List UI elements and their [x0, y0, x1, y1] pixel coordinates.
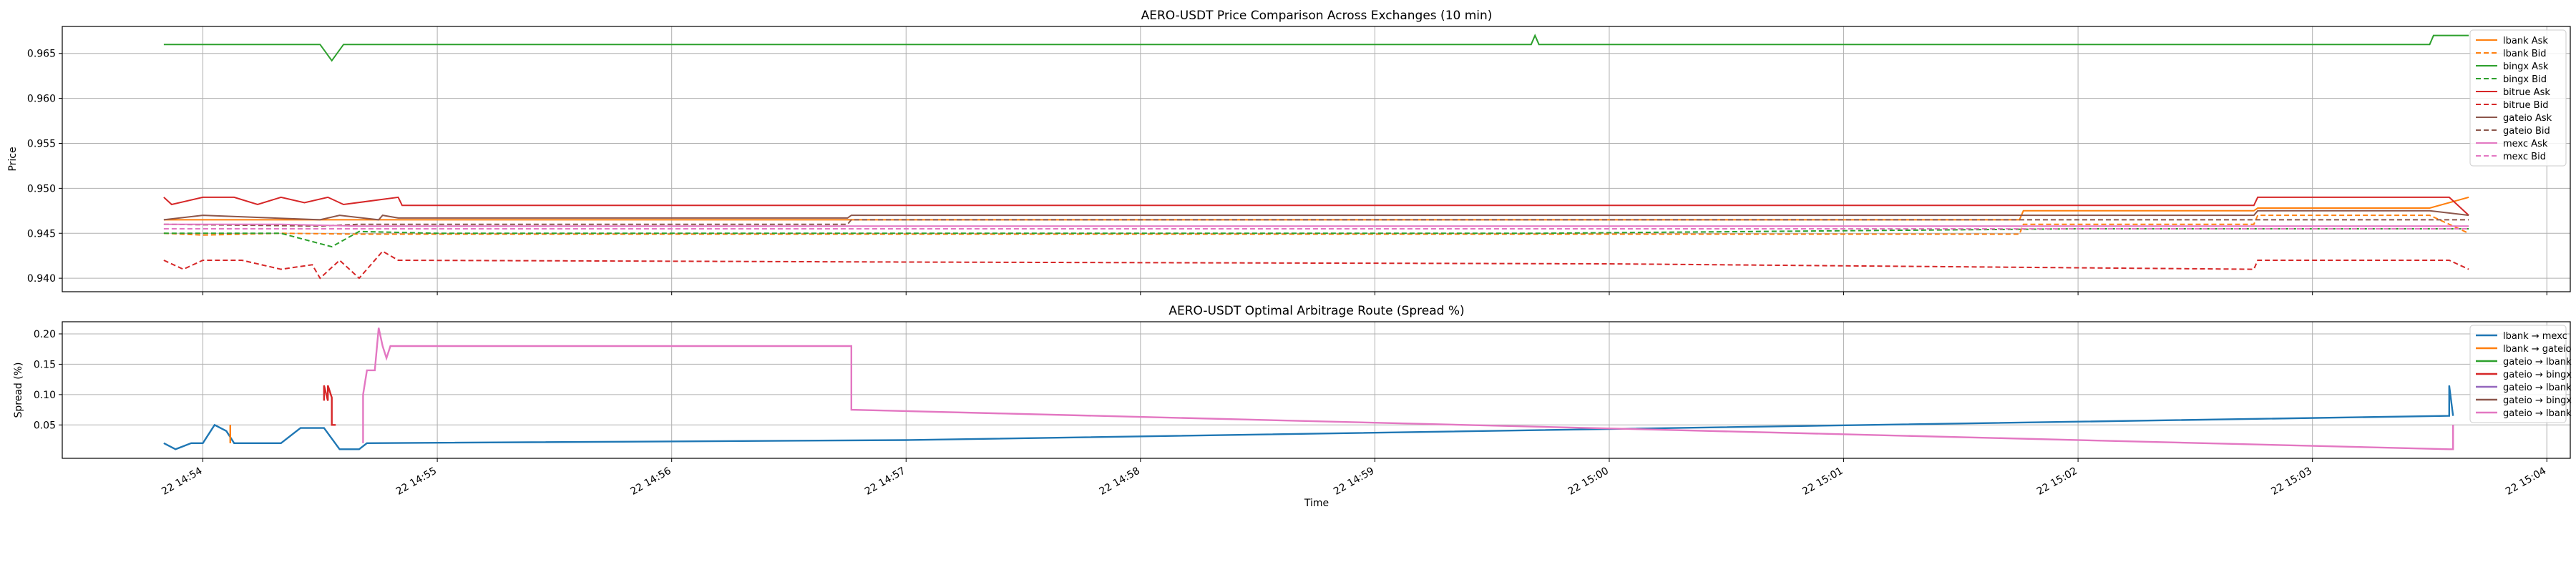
- price-chart: AERO-USDT Price Comparison Across Exchan…: [7, 9, 2571, 295]
- legend-box: [2469, 325, 2567, 423]
- legend-label: gateio → bingx: [2503, 395, 2572, 406]
- y-tick-label: 0.950: [27, 183, 56, 194]
- legend-label: gateio → bingx: [2503, 370, 2572, 380]
- legend-label: gateio → lbank: [2503, 357, 2572, 368]
- series-line-7: [362, 327, 2454, 450]
- legend-label: lbank → mexc: [2503, 331, 2567, 342]
- legend-label: bingx Ask: [2503, 61, 2549, 72]
- series-line-3: [163, 34, 2469, 62]
- legend-label: lbank → gateio: [2503, 344, 2572, 355]
- spread-chart-grid: [62, 322, 2570, 462]
- legend-label: mexc Ask: [2503, 139, 2548, 149]
- legend-box: [2469, 29, 2567, 167]
- y-tick-label: 0.940: [27, 273, 56, 285]
- legend-label: lbank Ask: [2503, 36, 2548, 46]
- legend-label: bitrue Bid: [2503, 100, 2548, 111]
- spread-chart-frame: [62, 321, 2571, 459]
- series-line-6: [163, 250, 2469, 280]
- series-line-5: [163, 196, 2469, 216]
- price-chart-frame: [62, 26, 2571, 292]
- series-line-4: [323, 385, 336, 426]
- legend-label: bingx Bid: [2503, 74, 2547, 85]
- price-chart-title: AERO-USDT Price Comparison Across Exchan…: [1141, 9, 1493, 23]
- legend-label: gateio → lbank: [2503, 383, 2572, 393]
- spread-chart-x-label: Time: [1304, 498, 1329, 509]
- series-line-9: [163, 223, 2469, 227]
- price-chart-lines: [163, 34, 2469, 280]
- y-tick-label: 0.965: [27, 49, 56, 60]
- legend-label: mexc Bid: [2503, 152, 2546, 162]
- y-tick-label: 0.20: [34, 329, 56, 340]
- spread-chart-lines: [163, 327, 2454, 450]
- spread-chart-legend: lbank → mexc lbank → gateio gateio → lbank…: [2469, 325, 2572, 423]
- y-tick-label: 0.955: [27, 138, 56, 149]
- spread-chart-y-label: Spread (%): [13, 363, 24, 418]
- y-tick-label: 0.10: [34, 390, 56, 401]
- legend-label: gateio Ask: [2503, 113, 2552, 124]
- series-line-1: [163, 385, 2454, 450]
- y-tick-label: 0.945: [27, 228, 56, 240]
- price-chart-y-ticks: 0.940 0.945 0.950 0.955 0.960 0.965: [27, 49, 62, 285]
- y-tick-label: 0.05: [34, 420, 56, 431]
- legend-label: bitrue Ask: [2503, 87, 2550, 98]
- price-chart-y-label: Price: [7, 147, 19, 171]
- price-chart-grid: [62, 26, 2570, 295]
- spread-chart-title: AERO-USDT Optimal Arbitrage Route (Sprea…: [1169, 304, 1464, 318]
- legend-label: gateio → lbank: [2503, 408, 2572, 419]
- spread-chart-y-ticks: 0.05 0.10 0.15 0.20: [34, 329, 62, 431]
- price-chart-legend: lbank Ask lbank Bid bingx Ask bingx Bid bitr…: [2469, 29, 2567, 167]
- legend-label: gateio Bid: [2503, 126, 2550, 137]
- series-line-1: [163, 196, 2469, 221]
- legend-label: lbank Bid: [2503, 49, 2547, 59]
- series-line-7: [163, 209, 2469, 221]
- y-tick-label: 0.15: [34, 359, 56, 370]
- y-tick-label: 0.960: [27, 94, 56, 105]
